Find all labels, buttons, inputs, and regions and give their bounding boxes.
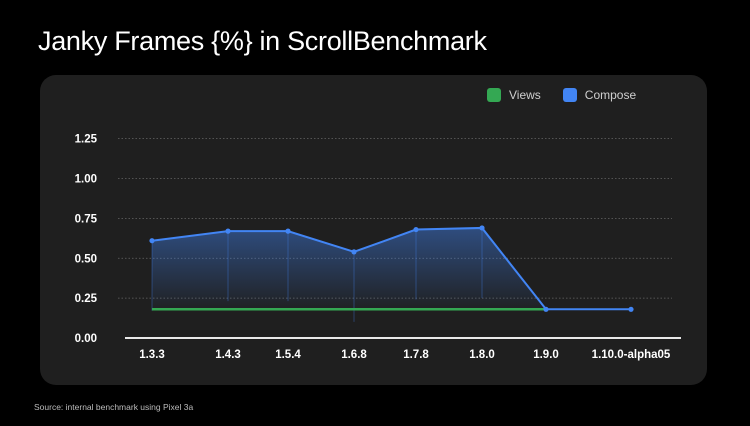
legend-item-views[interactable]: Views	[487, 88, 541, 102]
compose-point	[413, 226, 419, 233]
source-note: Source: internal benchmark using Pixel 3…	[34, 402, 194, 412]
compose-point	[351, 249, 357, 255]
compose-swatch-icon	[562, 88, 577, 102]
compose-area-fill	[152, 227, 631, 310]
chart-title: Janky Frames {%} in ScrollBenchmark	[38, 26, 487, 56]
x-tick-label: 1.9.0	[533, 349, 559, 361]
compose-point	[149, 238, 155, 244]
compose-point	[479, 225, 485, 231]
x-tick-label: 1.4.3	[215, 349, 241, 361]
x-tick-label: 1.8.0	[469, 349, 495, 361]
y-tick-label: 0.75	[75, 213, 98, 225]
compose-point	[628, 306, 634, 312]
y-tick-label: 1.00	[75, 174, 97, 186]
compose-point	[225, 228, 231, 234]
x-tick-label: 1.7.8	[403, 349, 429, 361]
y-tick-label: 1.25	[75, 134, 98, 146]
legend-label-views: Views	[509, 88, 541, 102]
x-tick-label: 1.3.3	[139, 349, 165, 361]
compose-point	[543, 306, 549, 312]
y-tick-label: 0.25	[75, 293, 98, 305]
legend-item-compose[interactable]: Compose	[562, 88, 637, 102]
x-tick-label: 1.6.8	[341, 349, 367, 361]
compose-line	[151, 226, 631, 311]
compose-point	[285, 228, 291, 234]
views-swatch-icon	[487, 88, 501, 102]
legend-label-compose: Compose	[584, 88, 637, 102]
legend: Views Compose	[487, 88, 636, 102]
y-tick-label: 0.00	[75, 333, 97, 345]
x-tick-label: 1.10.0-alpha05	[592, 349, 671, 361]
y-tick-label: 0.50	[75, 253, 97, 265]
x-tick-label: 1.5.4	[275, 349, 301, 361]
chart-card	[40, 75, 707, 385]
